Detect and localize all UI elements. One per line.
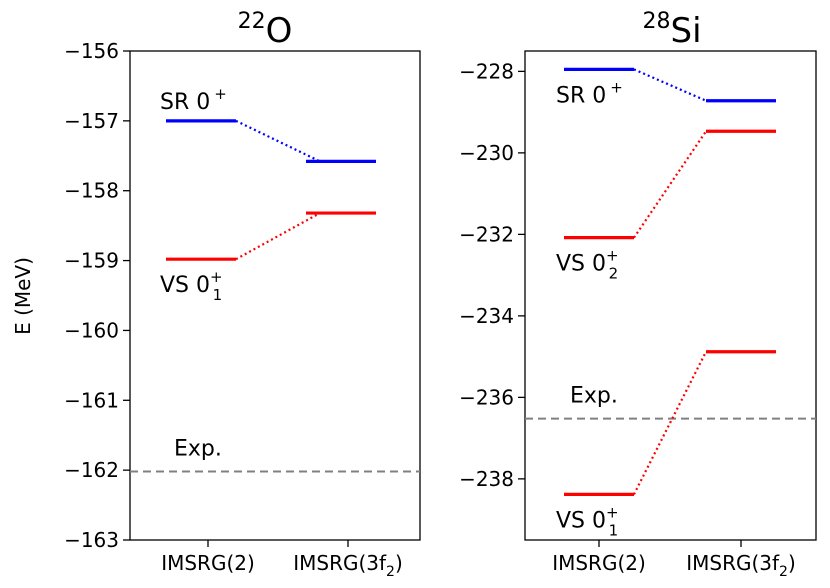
x-tick-label: IMSRG(3f2) — [293, 551, 403, 580]
x-tick-label: IMSRG(3f2) — [686, 551, 796, 580]
y-tick-label: −236 — [459, 385, 514, 409]
x-tick-label: IMSRG(2) — [161, 551, 255, 575]
y-tick-label: −163 — [64, 528, 119, 552]
level-connector — [633, 68, 707, 102]
y-tick-label: −161 — [64, 388, 119, 412]
plot-area-silicon — [524, 50, 817, 541]
x-tick-label: IMSRG(2) — [552, 551, 646, 575]
level-label: VS 0+ 2 — [556, 247, 619, 283]
level-connector — [633, 351, 707, 495]
level-label: SR 0 + — [556, 78, 623, 108]
y-tick-label: −158 — [64, 179, 119, 203]
levels-oxygen: Exp. SR 0 + VS 0+ 1 — [130, 85, 420, 473]
level-label: VS 0+ 1 — [160, 268, 223, 304]
level-label: VS 0+ 1 — [556, 503, 619, 539]
y-tick-label: −159 — [64, 249, 119, 273]
level-connector — [235, 212, 321, 261]
panel-title-element: Si — [670, 11, 701, 51]
y-tick-label: −156 — [64, 39, 119, 63]
x-ticks-silicon: IMSRG(2) IMSRG(3f2) — [552, 540, 796, 580]
y-tick-label: −162 — [64, 458, 119, 482]
panel-title-element: O — [266, 11, 293, 51]
y-tick-label: −234 — [459, 304, 514, 328]
experiment-label: Exp. — [174, 437, 222, 462]
experiment-label: Exp. — [570, 384, 618, 409]
y-tick-label: −232 — [459, 222, 514, 246]
y-tick-label: −228 — [459, 59, 514, 83]
panel-title-mass-number: 28 — [642, 9, 670, 34]
plot-area-oxygen — [129, 50, 421, 541]
level-connector — [633, 130, 707, 239]
y-ticks-oxygen: −156 −157 −158 −159 −160 −161 −162 −163 — [64, 39, 130, 552]
x-ticks-oxygen: IMSRG(2) IMSRG(3f2) — [161, 540, 403, 580]
y-tick-label: −157 — [64, 109, 119, 133]
y-tick-label: −160 — [64, 318, 119, 342]
y-tick-label: −230 — [459, 141, 514, 165]
levels-silicon: Exp. SR 0 + VS 0+ 2 VS 0+ 1 — [525, 67, 816, 539]
panel-title-oxygen: 22O — [238, 9, 293, 51]
level-connector — [235, 119, 321, 163]
level-label: SR 0 + — [160, 85, 227, 115]
panel-oxygen-22: 22O −156 −157 −158 −159 −160 −161 −162 −163 IMS… — [64, 9, 421, 580]
panel-title-silicon: 28Si — [642, 9, 701, 51]
panel-title-mass-number: 22 — [238, 9, 266, 34]
y-ticks-silicon: −228 −230 −232 −234 −236 −238 — [459, 59, 525, 491]
panel-silicon-28: 28Si −228−230−232−234−236−238 IMSRG(2) IM… — [459, 9, 817, 580]
y-tick-label: −238 — [459, 467, 514, 491]
y-axis-label: E (MeV) — [11, 257, 35, 335]
